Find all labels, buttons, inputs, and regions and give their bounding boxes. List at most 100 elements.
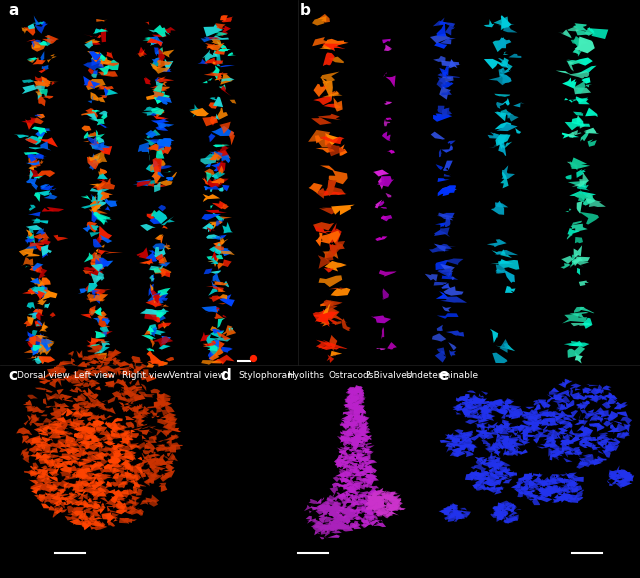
Polygon shape xyxy=(95,473,108,479)
Polygon shape xyxy=(53,367,65,372)
Polygon shape xyxy=(356,506,360,514)
Polygon shape xyxy=(495,400,500,405)
Polygon shape xyxy=(573,396,582,399)
Polygon shape xyxy=(52,484,58,490)
Polygon shape xyxy=(214,347,223,357)
Polygon shape xyxy=(352,428,359,434)
Polygon shape xyxy=(340,453,344,458)
Polygon shape xyxy=(439,77,454,85)
Polygon shape xyxy=(573,245,582,257)
Polygon shape xyxy=(82,449,88,456)
Polygon shape xyxy=(348,412,354,414)
Polygon shape xyxy=(90,143,110,150)
Polygon shape xyxy=(611,425,617,431)
Polygon shape xyxy=(562,77,577,89)
Polygon shape xyxy=(338,451,349,455)
Polygon shape xyxy=(67,499,73,505)
Polygon shape xyxy=(125,434,132,440)
Polygon shape xyxy=(582,442,593,447)
Polygon shape xyxy=(341,477,350,483)
Polygon shape xyxy=(524,490,536,492)
Polygon shape xyxy=(344,457,355,464)
Polygon shape xyxy=(152,91,164,98)
Polygon shape xyxy=(366,503,378,510)
Polygon shape xyxy=(33,176,43,179)
Point xyxy=(248,353,258,362)
Polygon shape xyxy=(572,157,590,169)
Polygon shape xyxy=(206,286,224,292)
Polygon shape xyxy=(579,280,589,286)
Polygon shape xyxy=(348,398,354,405)
Polygon shape xyxy=(493,17,509,30)
Polygon shape xyxy=(573,448,582,455)
Polygon shape xyxy=(503,509,511,513)
Polygon shape xyxy=(359,467,371,473)
Polygon shape xyxy=(117,506,126,510)
Polygon shape xyxy=(376,348,386,350)
Polygon shape xyxy=(497,517,507,522)
Polygon shape xyxy=(524,474,532,479)
Polygon shape xyxy=(441,22,455,28)
Polygon shape xyxy=(136,409,148,416)
Polygon shape xyxy=(466,398,476,404)
Polygon shape xyxy=(122,455,134,461)
Polygon shape xyxy=(617,479,630,485)
Polygon shape xyxy=(100,520,106,527)
Polygon shape xyxy=(498,409,508,412)
Polygon shape xyxy=(511,408,524,414)
Polygon shape xyxy=(344,412,354,413)
Polygon shape xyxy=(326,506,337,511)
Polygon shape xyxy=(93,69,98,76)
Polygon shape xyxy=(111,446,120,452)
Polygon shape xyxy=(155,60,172,69)
Polygon shape xyxy=(616,473,628,477)
Polygon shape xyxy=(78,494,83,500)
Polygon shape xyxy=(502,442,512,448)
Polygon shape xyxy=(78,442,90,447)
Polygon shape xyxy=(97,487,107,492)
Polygon shape xyxy=(111,418,123,424)
Polygon shape xyxy=(356,494,368,497)
Polygon shape xyxy=(83,523,91,525)
Polygon shape xyxy=(509,414,515,418)
Polygon shape xyxy=(568,87,591,95)
Polygon shape xyxy=(552,499,563,503)
Polygon shape xyxy=(84,39,100,43)
Polygon shape xyxy=(34,15,40,27)
Polygon shape xyxy=(202,78,212,83)
Polygon shape xyxy=(108,382,115,389)
Polygon shape xyxy=(372,495,378,502)
Polygon shape xyxy=(362,516,372,520)
Polygon shape xyxy=(346,436,351,443)
Polygon shape xyxy=(19,249,34,256)
Polygon shape xyxy=(76,481,87,487)
Polygon shape xyxy=(61,421,68,430)
Polygon shape xyxy=(447,38,456,40)
Polygon shape xyxy=(497,462,505,467)
Polygon shape xyxy=(220,204,229,209)
Polygon shape xyxy=(213,340,225,349)
Polygon shape xyxy=(35,443,44,448)
Polygon shape xyxy=(109,423,121,429)
Polygon shape xyxy=(147,180,156,185)
Polygon shape xyxy=(77,288,88,294)
Polygon shape xyxy=(88,132,100,136)
Polygon shape xyxy=(574,258,589,268)
Polygon shape xyxy=(442,108,452,117)
Polygon shape xyxy=(470,472,484,477)
Polygon shape xyxy=(353,487,356,493)
Polygon shape xyxy=(476,457,485,462)
Polygon shape xyxy=(104,453,107,456)
Polygon shape xyxy=(375,497,383,505)
Polygon shape xyxy=(535,418,541,424)
Polygon shape xyxy=(329,171,348,184)
Polygon shape xyxy=(505,476,515,479)
Polygon shape xyxy=(34,192,40,202)
Polygon shape xyxy=(360,403,364,410)
Polygon shape xyxy=(494,112,515,121)
Polygon shape xyxy=(44,497,51,501)
Polygon shape xyxy=(352,451,362,453)
Polygon shape xyxy=(27,469,37,477)
Polygon shape xyxy=(77,362,87,367)
Polygon shape xyxy=(517,492,523,497)
